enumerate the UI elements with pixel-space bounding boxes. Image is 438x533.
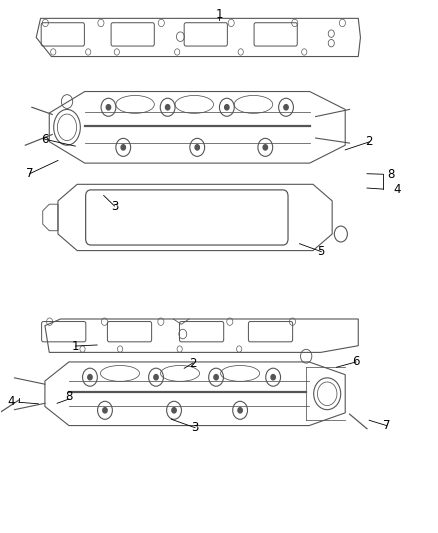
Text: 1: 1 [72,340,79,352]
Circle shape [238,408,242,413]
Circle shape [166,104,170,110]
Text: 5: 5 [318,245,325,258]
Circle shape [106,104,111,110]
Circle shape [154,375,158,380]
Circle shape [225,104,229,110]
Text: 1: 1 [215,8,223,21]
Text: 2: 2 [365,135,373,148]
Circle shape [195,144,199,150]
Circle shape [271,375,276,380]
Circle shape [121,144,125,150]
Circle shape [263,144,268,150]
Text: 3: 3 [111,199,118,213]
Text: 4: 4 [394,183,401,196]
Text: 8: 8 [65,391,73,403]
Text: 7: 7 [26,167,33,180]
Text: 6: 6 [352,356,360,368]
Text: 7: 7 [383,419,390,432]
Circle shape [172,408,176,413]
Text: 8: 8 [387,168,395,181]
Text: 3: 3 [191,421,199,434]
Text: 2: 2 [189,357,197,369]
Text: 4: 4 [7,395,15,408]
Circle shape [88,375,92,380]
Text: 6: 6 [41,133,49,146]
Circle shape [284,104,288,110]
Circle shape [103,408,107,413]
Circle shape [214,375,218,380]
